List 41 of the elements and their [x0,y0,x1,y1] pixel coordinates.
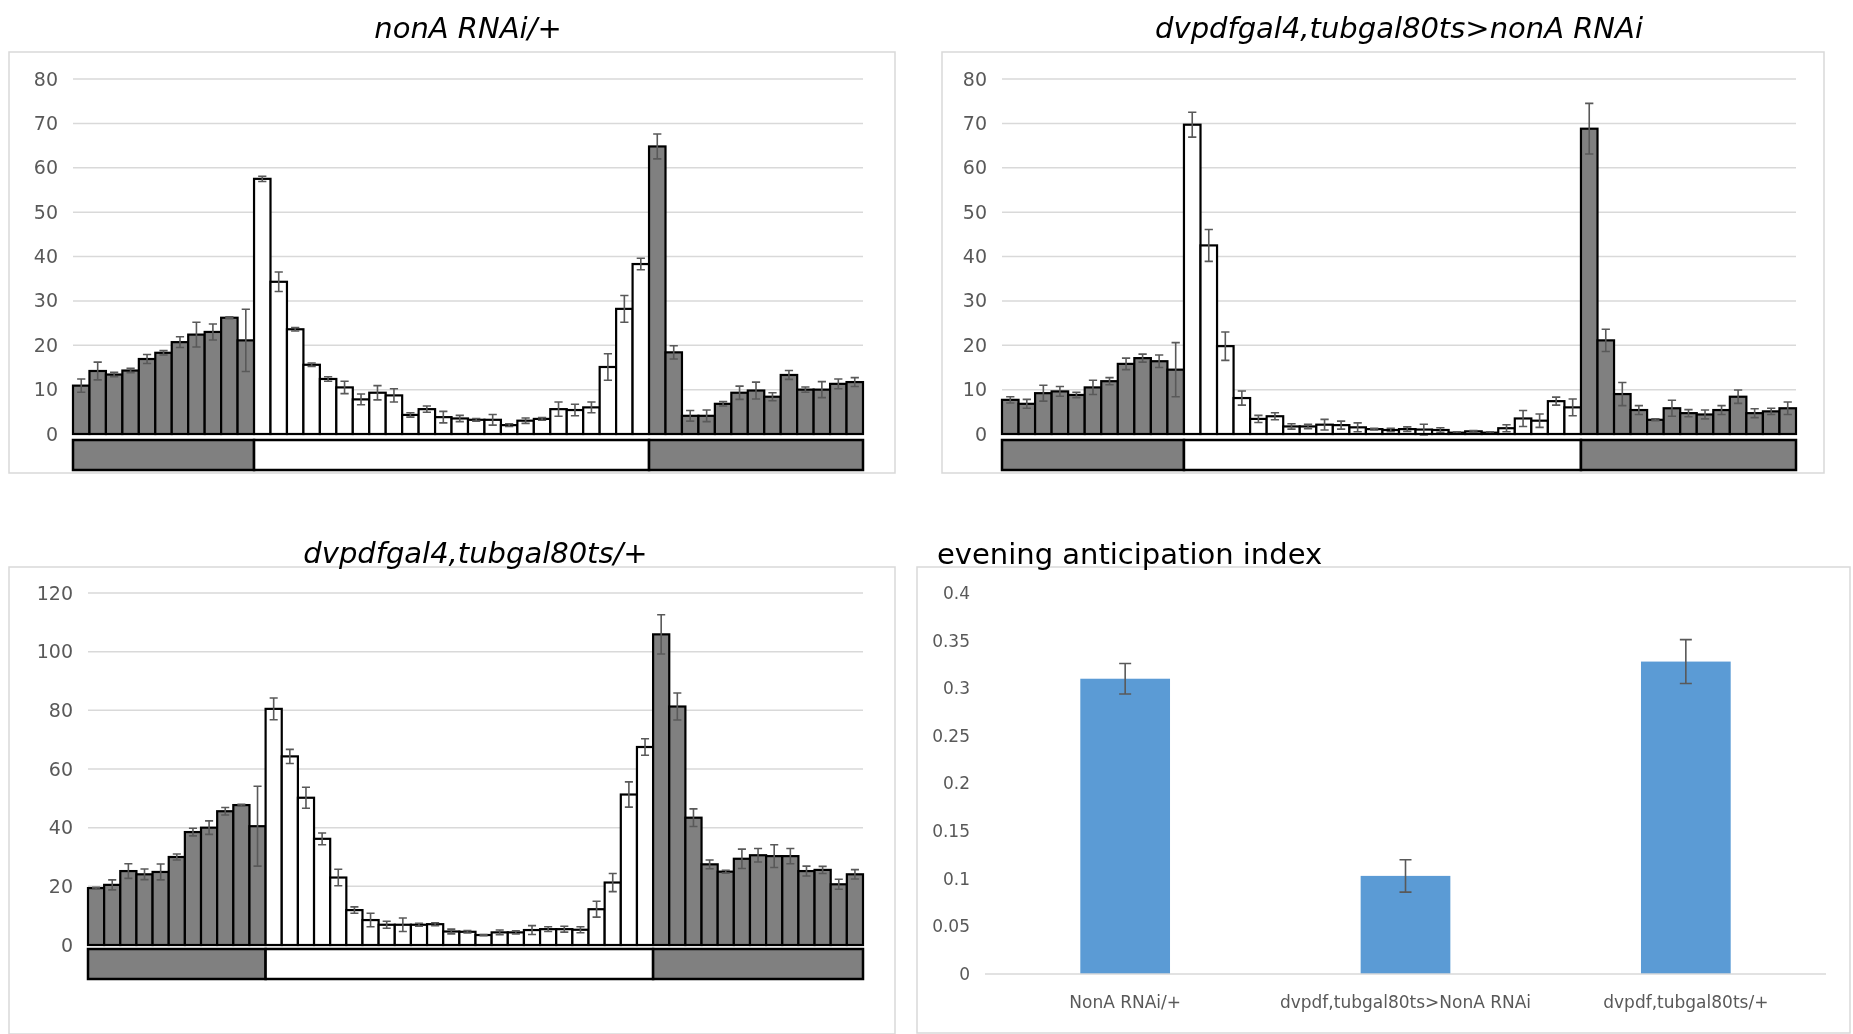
x-tick-label: dvpdf,tubgal80ts/+ [1603,992,1769,1012]
chart-title: dvpdfgal4,tubgal80ts/+ [303,536,648,570]
y-tick-label: 60 [33,156,58,179]
y-tick-label: 10 [33,378,58,401]
y-tick-label: 60 [48,757,73,780]
y-tick-label: 0.15 [932,821,970,842]
y-tick-label: 70 [33,111,58,134]
y-tick-label: 0.35 [932,630,970,651]
y-tick-label: 80 [48,698,73,721]
y-tick-label: 50 [33,200,58,223]
x-tick-label: NonA RNAi/+ [1069,992,1182,1012]
y-tick-label: 40 [48,816,73,839]
y-tick-label: 20 [48,874,73,897]
y-tick-label: 40 [962,245,987,268]
y-tick-label: 50 [962,200,987,223]
y-tick-label: 80 [33,67,58,90]
y-tick-label: 40 [33,245,58,268]
y-tick-label: 0.25 [932,725,970,746]
y-tick-label: 0.4 [942,582,970,603]
y-tick-label: 20 [962,333,987,356]
chart-title: nonA RNAi/+ [374,11,562,45]
y-tick-label: 80 [962,67,987,90]
y-tick-label: 0 [45,422,58,445]
y-tick-label: 120 [36,581,73,604]
y-tick-label: 20 [33,333,58,356]
chart-title: dvpdfgal4,tubgal80ts>nonA RNAi [1155,11,1643,45]
y-tick-label: 0 [60,933,73,956]
y-tick-label: 100 [36,640,73,663]
chart-title: evening anticipation index [937,537,1323,571]
y-tick-label: 0 [959,963,970,984]
y-tick-label: 0.2 [942,773,970,794]
y-tick-label: 0.3 [942,678,970,699]
x-tick-label: dvpdf,tubgal80ts>NonA RNAi [1279,992,1532,1012]
y-tick-label: 30 [962,289,987,312]
y-tick-label: 0 [974,422,987,445]
y-tick-label: 60 [962,156,987,179]
y-tick-label: 0.05 [932,916,970,937]
y-tick-label: 70 [962,111,987,134]
y-tick-label: 30 [33,289,58,312]
y-tick-label: 10 [962,378,987,401]
y-tick-label: 0.1 [942,868,970,889]
